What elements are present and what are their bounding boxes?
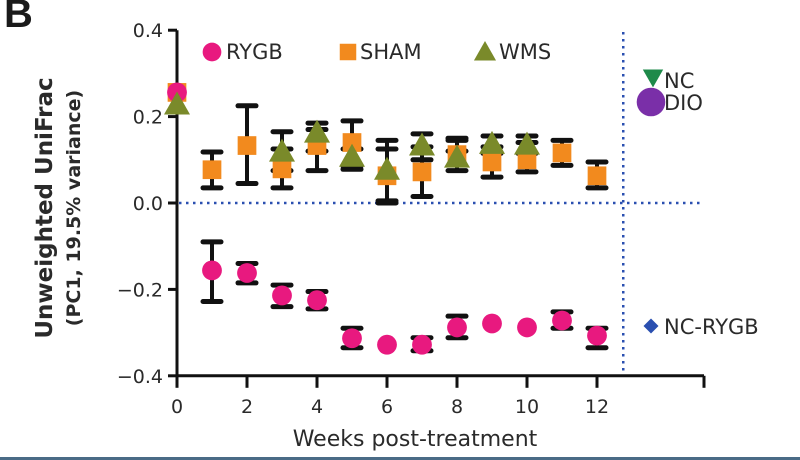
x-tick-label: 8 [451,396,463,418]
point-sham [237,136,257,155]
panel-label: B [4,0,33,36]
point-wms [479,130,505,154]
point-rygb [517,317,537,338]
point-sham [482,152,502,172]
y-tick-label: −0.4 [117,366,163,388]
legend-marker-nc [642,69,664,88]
legend-item-rygb: RYGB [202,40,283,64]
y-tick-label: 0.2 [133,107,163,129]
error-bars [200,103,609,354]
point-rygb [237,263,257,283]
point-wms [514,131,540,155]
legend-marker-dio [636,87,666,117]
point-wms [304,119,330,143]
y-tick-label: −0.2 [117,279,163,301]
legend-item-nc: NC [642,69,694,93]
point-rygb [447,317,467,338]
point-sham [342,133,362,152]
point-wms [269,138,295,162]
point-wms [374,156,400,180]
legend-label: NC-RYGB [664,315,759,339]
legend-marker-nc-rygb [643,318,659,334]
legend-label: SHAM [360,40,422,64]
legend-marker-sham [339,43,357,61]
legend-label: DIO [664,91,703,115]
y-axis-title: Unweighted UniFrac [32,77,58,338]
legend-label: NC [664,69,694,93]
point-rygb [342,328,362,349]
y-tick-label: 0.0 [133,193,163,215]
bottom-border [0,457,800,460]
x-tick-label: 4 [311,396,323,418]
point-rygb [482,313,502,334]
legend-marker-wms [473,40,497,61]
y-tick-label: 0.4 [133,20,163,42]
x-axis-title: Weeks post-treatment [293,427,538,452]
point-rygb [272,285,292,306]
point-rygb [552,310,572,331]
x-tick-label: 6 [381,396,393,418]
point-rygb [412,334,432,355]
point-rygb [587,325,607,346]
legend-label: WMS [499,40,551,64]
point-rygb [377,334,397,355]
legend-marker-rygb [202,42,222,62]
legend-item-nc-rygb: NC-RYGB [643,315,759,339]
point-wms [444,144,470,168]
point-rygb [202,260,222,281]
point-sham [412,162,432,182]
y-axis-subtitle: (PC1, 19.5% variance) [63,90,85,326]
reference-lines [179,32,704,376]
legend-item-sham: SHAM [339,40,422,64]
legend-item-wms: WMS [473,40,551,64]
point-sham [587,166,607,186]
point-sham [272,159,292,179]
point-sham [517,150,537,170]
x-tick-label: 2 [241,396,253,418]
point-wms [409,132,435,156]
axes: 0.4 0.2 0.0 −0.2 −0.4 0 2 4 6 8 10 12 [117,20,706,418]
legend-item-dio: DIO [636,87,703,117]
x-tick-label: 12 [585,396,609,418]
x-tick-label: 0 [171,396,183,418]
data-points [164,82,607,355]
legend-label: RYGB [226,40,283,64]
point-rygb [307,290,327,311]
point-sham [552,143,572,163]
point-sham [202,160,222,180]
point-wms [164,91,190,115]
x-tick-label: 10 [515,396,539,418]
point-wms [339,143,365,167]
